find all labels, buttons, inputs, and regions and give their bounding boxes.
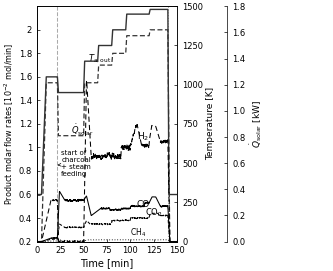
- Text: H$_2$: H$_2$: [137, 130, 149, 143]
- Y-axis label: $\dot{Q}_{\mathrm{solar}}$ [kW]: $\dot{Q}_{\mathrm{solar}}$ [kW]: [248, 100, 264, 148]
- X-axis label: Time [min]: Time [min]: [80, 258, 134, 268]
- Text: start of
charcoal
+ steam
feeding: start of charcoal + steam feeding: [58, 150, 91, 177]
- Text: CO: CO: [137, 200, 150, 209]
- Text: CH$_4$: CH$_4$: [131, 227, 147, 239]
- Y-axis label: Temperature [K]: Temperature [K]: [206, 87, 215, 160]
- Text: CO$_2$: CO$_2$: [146, 207, 163, 219]
- Text: $\dot{Q}_{\mathrm{solar}}$: $\dot{Q}_{\mathrm{solar}}$: [71, 123, 94, 138]
- Y-axis label: Product molar flow rates [10$^{-2}$ mol/min]: Product molar flow rates [10$^{-2}$ mol/…: [3, 43, 16, 205]
- Text: $T_{\mathrm{a,out}}$: $T_{\mathrm{a,out}}$: [88, 53, 112, 65]
